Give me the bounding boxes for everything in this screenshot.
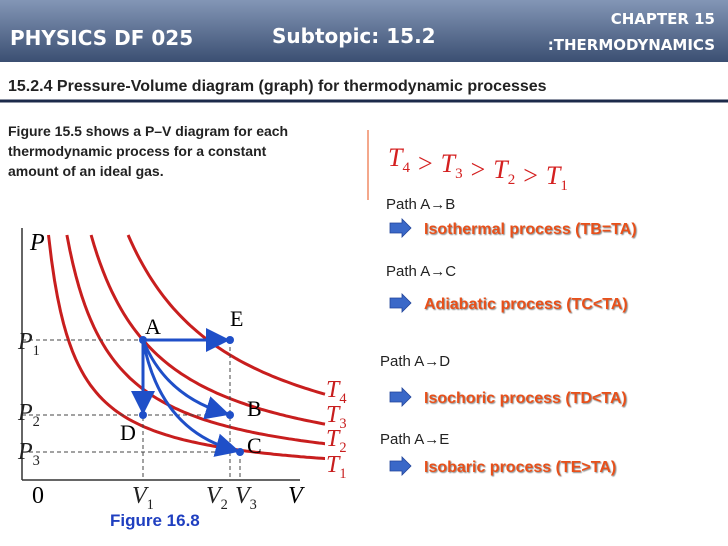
chapter: CHAPTER 15 [611,10,715,28]
operator: > [418,149,433,178]
intro-line: amount of an ideal gas. [8,163,164,179]
symbol: T [493,155,509,184]
inequality: T4 > T3 > T2 > T1 [388,143,568,194]
path-label: Path A→C [386,263,456,280]
symbol: T [441,149,457,178]
isothermal-path [141,339,230,420]
isotherm [65,234,326,446]
volume-label-main: V [132,483,149,509]
subscript: 4 [402,160,410,176]
subscript: 3 [455,166,463,182]
state-point [236,448,244,456]
isotherm-label: T2 [326,426,347,456]
y-axis-label: P [29,230,45,256]
arrow-icon [389,293,412,313]
process: Isochoric process (TD<TA) [424,390,627,407]
symbol: T [388,143,404,172]
pressure-label-main: P [17,439,33,465]
chapter-title: :THERMODYNAMICS [548,36,715,54]
arrow-icon [389,456,412,476]
pressure-label: P2 [17,400,40,430]
heading: 15.2.4 Pressure-Volume diagram (graph) f… [8,78,547,95]
intro-line: thermodynamic process for a constant [8,143,267,159]
isotherm [47,234,325,460]
process: Isobaric process (TE>TA) [424,459,616,476]
pressure-label-sub: 3 [33,453,40,469]
path-label: Path A→B [386,196,455,213]
pressure-label-main: P [17,400,33,426]
path-label: Path A→D [380,353,450,370]
pressure-label-sub: 2 [33,414,40,430]
course: PHYSICS DF 025 [10,26,193,50]
subscript: 1 [560,178,568,194]
symbol: T [546,161,562,190]
path-label: Path A→E [380,431,449,448]
arrow-icon [389,218,412,238]
pressure-label-sub: 1 [33,343,40,359]
isotherm-label: T3 [326,402,347,432]
isotherm-label-sub: 4 [339,391,346,407]
origin-label: 0 [32,483,44,509]
intro-line: Figure 15.5 shows a P–V diagram for each [8,123,288,139]
isotherm [126,234,326,396]
isotherm-label-main: T [326,426,341,452]
state-point [226,336,234,344]
isotherm-label-sub: 1 [339,466,346,482]
state-point [139,411,147,419]
isotherm-label-sub: 3 [339,416,346,432]
subtopic: Subtopic: 15.2 [272,24,436,48]
process: Adiabatic process (TC<TA) [424,296,628,313]
point-label: E [230,306,243,331]
isotherm-label-main: T [326,402,341,428]
volume-label-sub: 3 [250,497,257,513]
isotherm [89,234,326,426]
isotherm-label: T1 [326,452,347,482]
isotherm-label-main: T [326,377,341,403]
arrow-icon [389,387,412,407]
state-point [139,336,147,344]
x-axis-label: V [288,483,305,509]
volume-label: V3 [235,483,257,513]
intro: Figure 15.5 shows a P–V diagram for each… [8,123,288,179]
process-list: Path A→B Isothermal process (TB=TA) Path A… [380,196,637,476]
isotherm-label: T4 [326,377,347,407]
isotherm-label-main: T [326,452,341,478]
process: Isothermal process (TB=TA) [424,221,637,238]
pressure-label: P1 [17,329,40,359]
adiabatic-path [141,339,240,457]
volume-label-sub: 1 [147,497,154,513]
isotherm-label-sub: 2 [339,440,346,456]
volume-label-sub: 2 [221,497,228,513]
pressure-label-main: P [17,329,33,355]
point-label: C [247,433,262,458]
header-bar [0,0,728,62]
operator: > [471,155,486,184]
volume-label-main: V [235,483,252,509]
subscript: 2 [508,172,516,188]
state-point [226,411,234,419]
point-label: B [247,396,262,421]
volume-label: V1 [132,483,154,513]
point-label: D [120,420,136,445]
pressure-label: P3 [17,439,40,469]
volume-label-main: V [206,483,223,509]
volume-label: V2 [206,483,228,513]
caption: Figure 16.8 [110,511,200,530]
point-label: A [145,314,161,339]
operator: > [523,161,538,190]
